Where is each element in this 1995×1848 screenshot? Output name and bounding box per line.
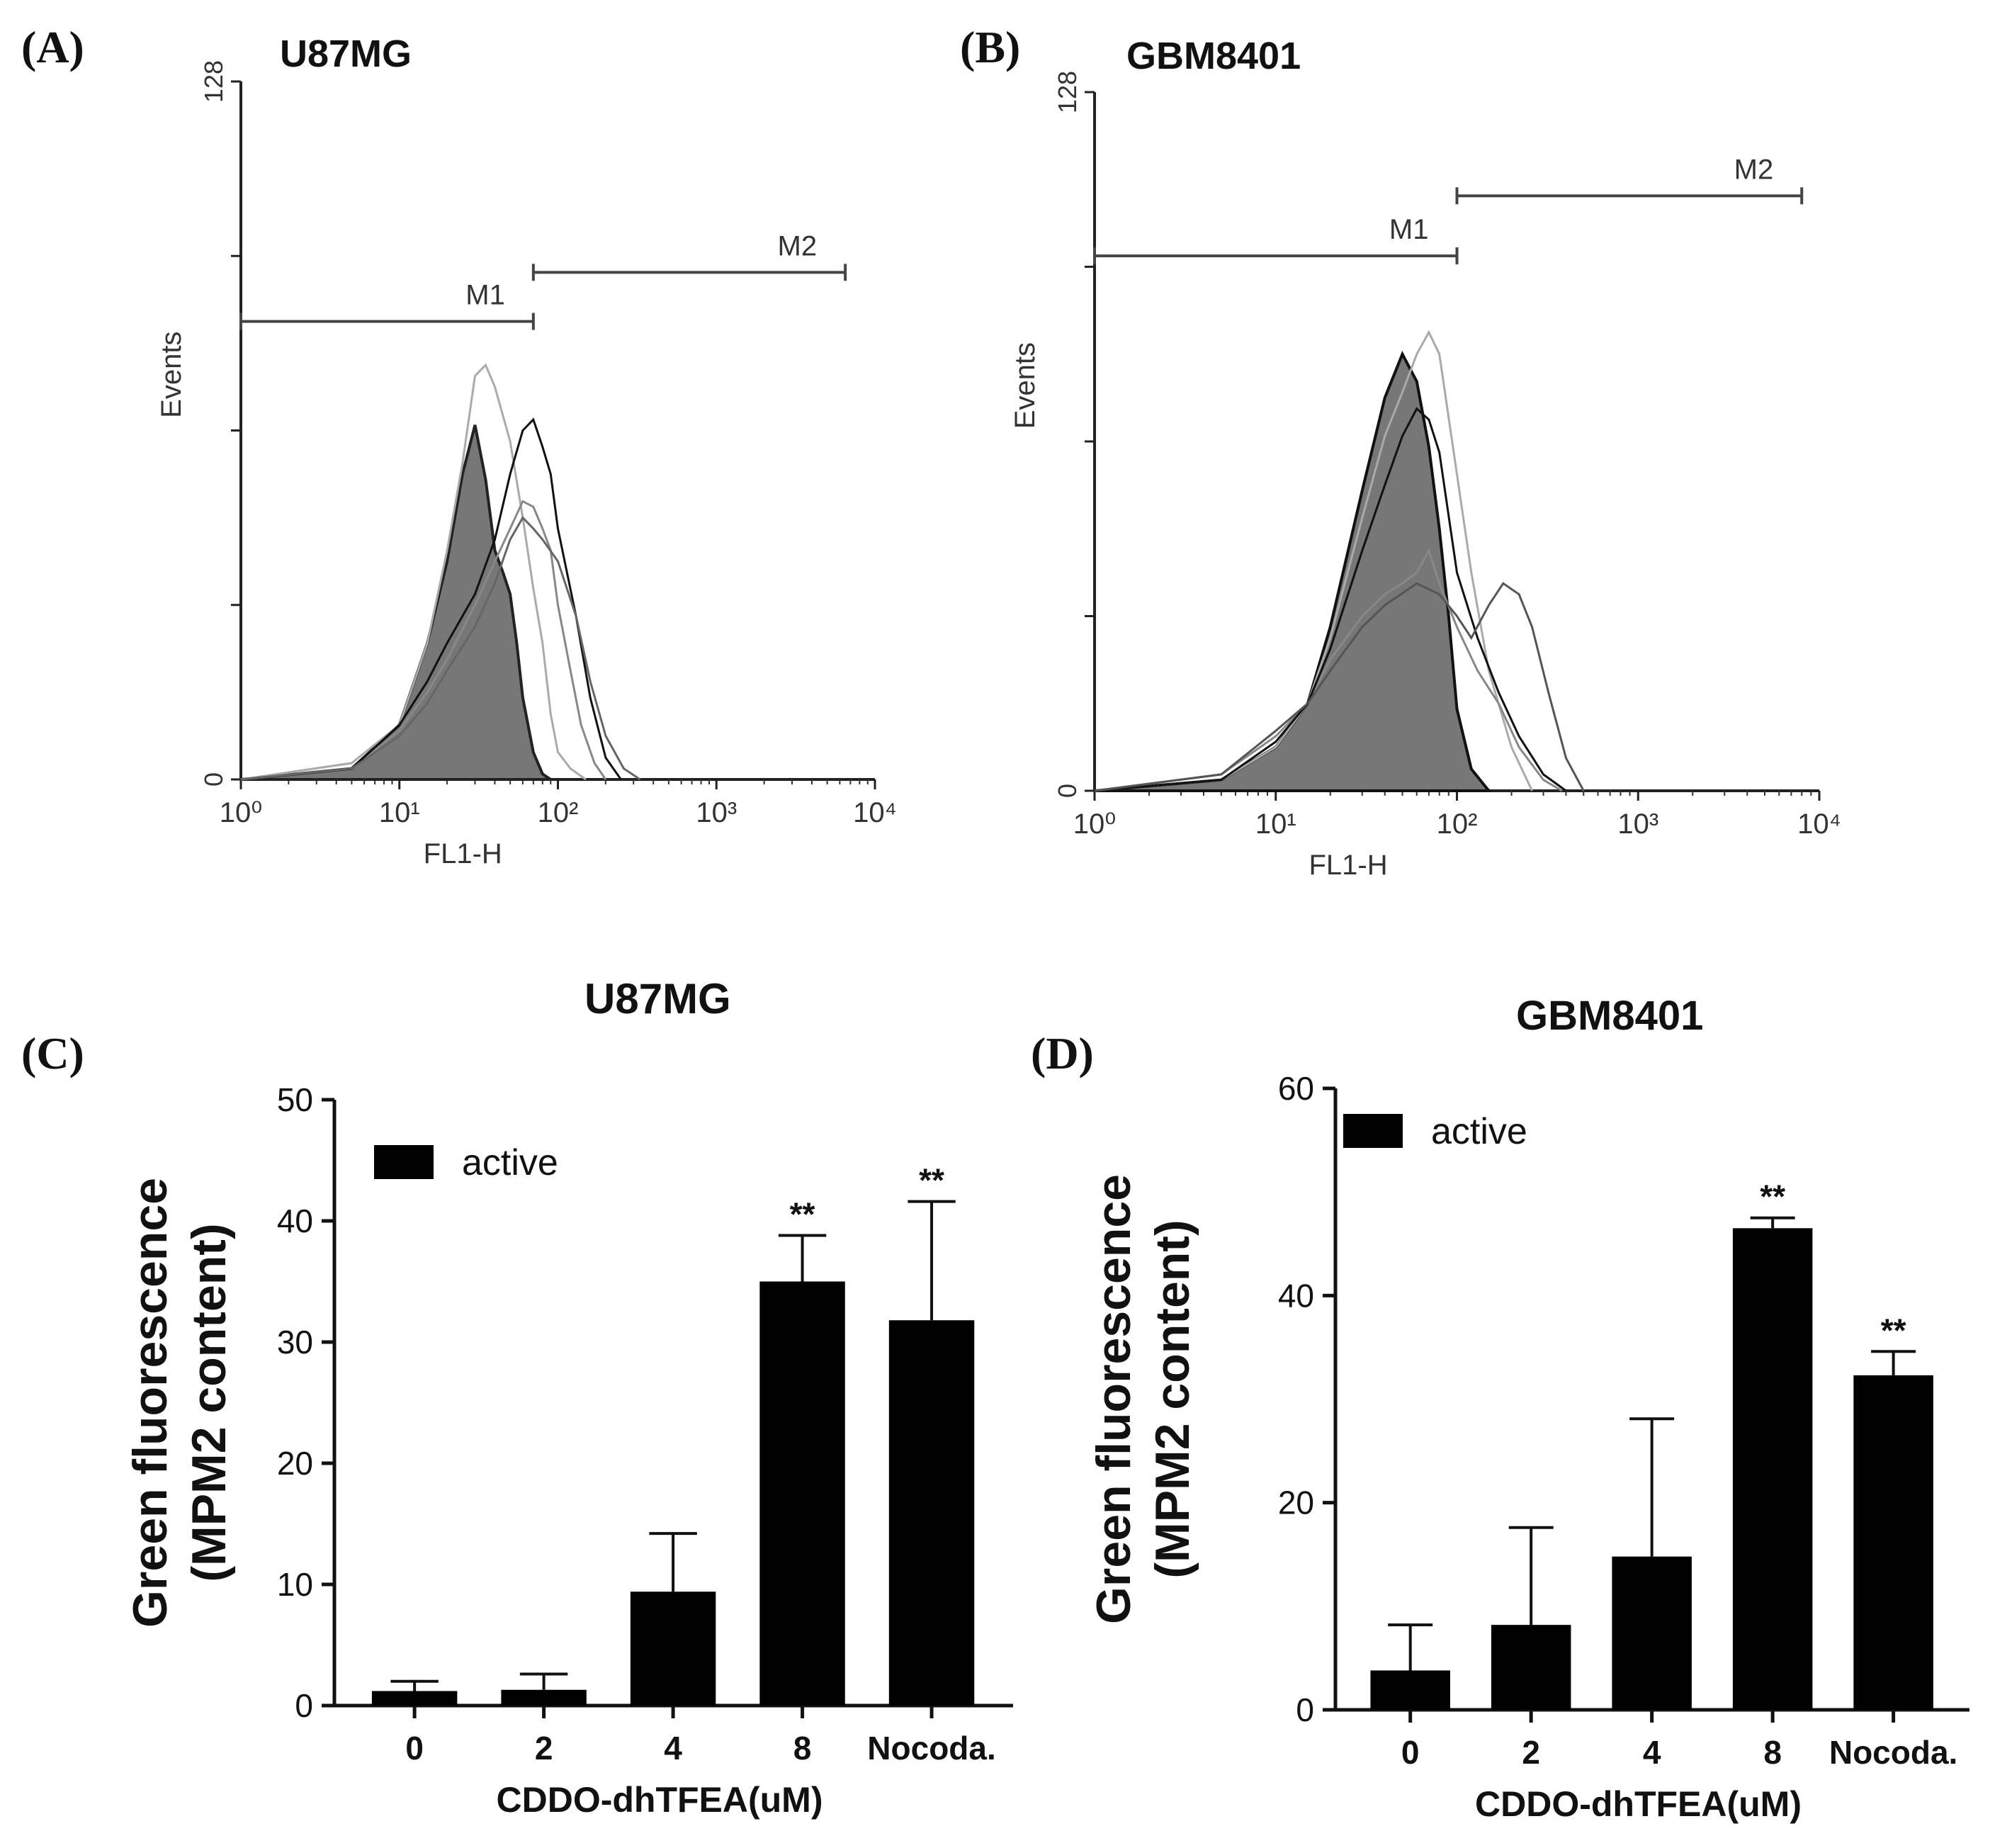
x-tick-label: 10⁴ <box>1797 808 1841 840</box>
marker-label: M2 <box>778 230 818 261</box>
legend-swatch <box>1343 1114 1403 1148</box>
histogram-line <box>240 363 587 781</box>
x-tick-label: 10³ <box>1617 808 1658 840</box>
y-tick-label: 128 <box>199 60 228 103</box>
x-tick-label: 0 <box>1401 1734 1420 1771</box>
y-tick-label: 10 <box>277 1566 313 1603</box>
bar <box>630 1591 716 1706</box>
bar <box>1853 1375 1933 1710</box>
panel-c: (C) U87MG 0 10 20 30 40 50 0 2 4 8 ** Nocoda. ** acti… <box>0 921 1034 1848</box>
y-tick-label: 20 <box>277 1445 313 1482</box>
y-tick-label: 40 <box>277 1202 313 1239</box>
histogram-filled-area <box>240 424 555 781</box>
panel-b: (B) GBM8401 0 128 10⁰ 10¹ 10² 10³ 10⁴ FL1-H Even… <box>956 0 1995 914</box>
histogram-line <box>240 500 607 781</box>
y-tick-label: 20 <box>1278 1484 1314 1521</box>
x-tick-label: Nocoda. <box>1829 1734 1957 1771</box>
y-tick-label: 0 <box>199 772 228 787</box>
legend-label: active <box>462 1142 558 1183</box>
y-axis-label: Green fluorescence <box>1087 1174 1141 1624</box>
panel-title: GBM8401 <box>1516 993 1704 1039</box>
x-tick-label: 8 <box>793 1730 812 1767</box>
panel-a: (A) U87MG 0 128 10⁰ 10¹ 10² 10³ 10⁴ FL1-H Events… <box>0 0 992 914</box>
y-tick-label: 50 <box>277 1081 313 1118</box>
y-tick-label: 128 <box>1053 71 1082 113</box>
histogram-line <box>240 417 622 781</box>
significance-label: ** <box>1760 1178 1785 1215</box>
panel-title: U87MG <box>280 33 412 75</box>
histogram-chart: 0 128 10⁰ 10¹ 10² 10³ 10⁴ FL1-H Events M1 M2 <box>156 60 897 869</box>
x-tick-label: 10³ <box>696 797 737 828</box>
x-axis-label: FL1-H <box>424 838 502 869</box>
bar <box>1612 1556 1692 1710</box>
y-tick-label: 40 <box>1278 1277 1314 1314</box>
bar <box>1732 1228 1813 1710</box>
x-tick-label: 4 <box>1643 1734 1661 1771</box>
legend-swatch <box>374 1145 434 1179</box>
x-tick-label: 10⁰ <box>220 797 263 828</box>
bar <box>888 1320 975 1706</box>
bar <box>759 1281 845 1706</box>
y-tick-label: 0 <box>1296 1691 1314 1728</box>
panel-label: (B) <box>960 22 1021 72</box>
x-axis-label: CDDO-dhTFEA(uM) <box>497 1780 823 1820</box>
legend-label: active <box>1431 1111 1527 1152</box>
y-tick-label: 0 <box>1053 784 1082 798</box>
y-tick-label: 30 <box>277 1324 313 1360</box>
significance-label: ** <box>1881 1312 1906 1348</box>
histogram-line <box>1094 407 1567 792</box>
x-tick-label: 2 <box>1522 1734 1540 1771</box>
x-axis-label: CDDO-dhTFEA(uM) <box>1475 1784 1802 1824</box>
x-tick-label: 2 <box>535 1730 553 1767</box>
histogram-chart: 0 128 10⁰ 10¹ 10² 10³ 10⁴ FL1-H Events M1 M2 <box>1010 71 1841 881</box>
panel-d: (D) GBM8401 0 20 40 60 0 2 4 8 ** Nocoda. ** active… <box>1020 921 1995 1848</box>
bar <box>501 1689 587 1706</box>
y-axis-label: Events <box>1010 342 1041 429</box>
histogram-line <box>1094 548 1563 792</box>
x-tick-label: 0 <box>405 1730 424 1767</box>
marker-label: M1 <box>465 280 505 311</box>
y-axis-label: Events <box>156 332 187 418</box>
x-tick-label: 10² <box>1437 808 1478 840</box>
marker-label: M1 <box>1389 214 1429 245</box>
panel-label: (C) <box>21 1028 84 1078</box>
x-tick-label: Nocoda. <box>867 1730 995 1767</box>
panel-label: (A) <box>21 22 84 72</box>
panel-title: U87MG <box>584 975 731 1022</box>
x-tick-label: 10² <box>538 797 579 828</box>
panel-label: (D) <box>1031 1028 1094 1078</box>
panel-title: GBM8401 <box>1126 35 1301 77</box>
x-tick-label: 10⁴ <box>853 797 897 828</box>
bar <box>1491 1625 1571 1710</box>
y-axis-label: (MPM2 content) <box>1146 1219 1199 1578</box>
significance-label: ** <box>919 1162 944 1199</box>
x-axis-label: FL1-H <box>1309 850 1387 881</box>
bar <box>371 1691 458 1706</box>
x-tick-label: 10⁰ <box>1073 808 1117 840</box>
x-tick-label: 10¹ <box>379 797 420 828</box>
y-tick-label: 60 <box>1278 1070 1314 1107</box>
bar-chart: 0 10 20 30 40 50 0 2 4 8 ** Nocoda. ** active CDDO-dhT… <box>123 1081 1013 1820</box>
y-tick-label: 0 <box>295 1687 313 1724</box>
bar <box>1370 1670 1450 1710</box>
x-tick-label: 10¹ <box>1255 808 1296 840</box>
x-tick-label: 4 <box>664 1730 682 1767</box>
significance-label: ** <box>790 1196 815 1233</box>
marker-label: M2 <box>1734 154 1774 185</box>
histogram-line <box>1094 582 1585 792</box>
y-axis-label: (MPM2 content) <box>182 1223 236 1582</box>
histogram-line <box>240 516 641 781</box>
x-tick-label: 8 <box>1763 1734 1782 1771</box>
bar-chart: 0 20 40 60 0 2 4 8 ** Nocoda. ** active CDDO-dhTFEA(… <box>1087 1070 1969 1824</box>
y-axis-label: Green fluorescence <box>123 1178 177 1628</box>
